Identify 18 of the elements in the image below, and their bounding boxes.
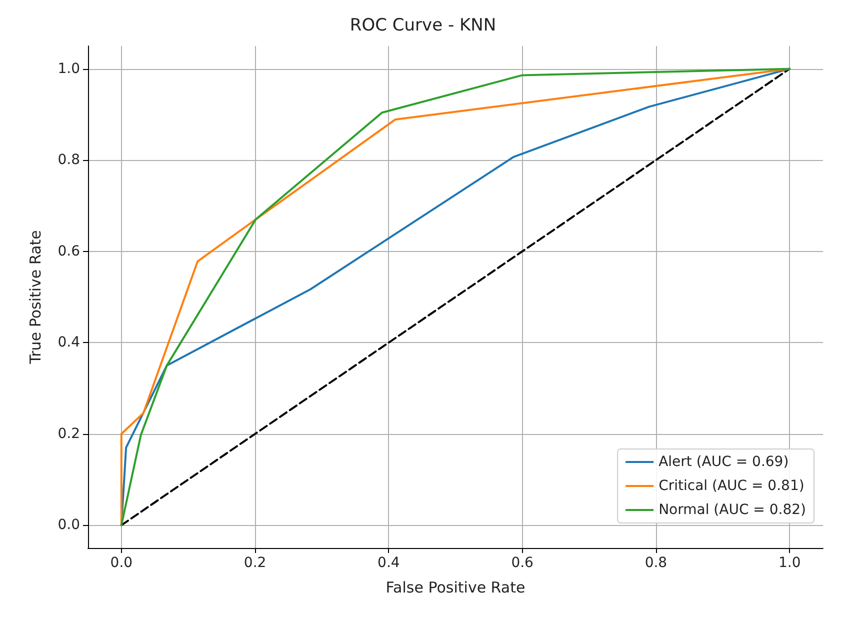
- y-tick-label: 0.8: [58, 152, 80, 168]
- x-axis-title: False Positive Rate: [386, 578, 526, 596]
- x-tick-label: 0.6: [511, 555, 534, 571]
- y-tick-label: 1.0: [58, 60, 80, 77]
- y-tick-label: 0.6: [58, 243, 80, 260]
- legend-label: Alert (AUC = 0.69): [658, 454, 789, 470]
- x-tick-label: 1.0: [778, 555, 801, 571]
- y-tick-label: 0.4: [58, 334, 80, 351]
- chart-title: ROC Curve - KNN: [350, 16, 496, 36]
- y-axis-title: True Positive Rate: [26, 230, 44, 365]
- y-tick-label: 0.0: [58, 517, 80, 534]
- x-tick-label: 0.0: [110, 555, 133, 571]
- x-tick-label: 0.2: [244, 555, 266, 571]
- x-tick-label: 0.8: [644, 555, 668, 571]
- legend-label: Critical (AUC = 0.81): [658, 478, 804, 494]
- legend-label: Normal (AUC = 0.82): [658, 502, 806, 518]
- x-tick-label: 0.4: [378, 555, 400, 571]
- y-tick-label: 0.2: [58, 426, 80, 442]
